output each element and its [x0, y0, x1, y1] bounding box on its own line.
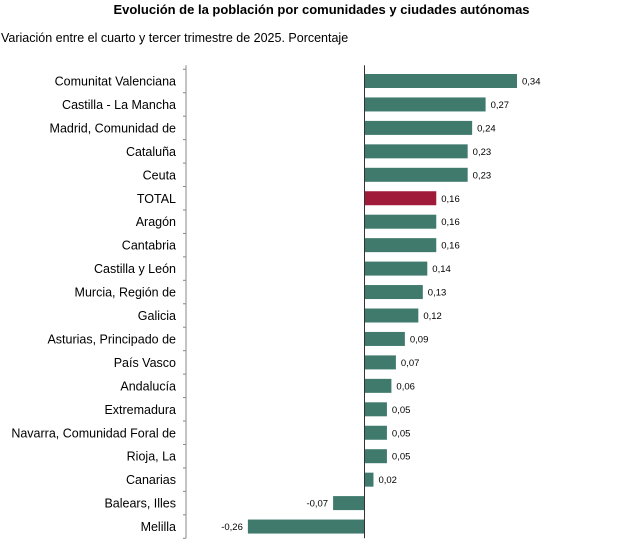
bar: [364, 120, 473, 135]
category-label: Canarias: [126, 473, 176, 487]
category-label: Cantabria: [122, 239, 176, 253]
category-label: Balears, Illes: [104, 497, 176, 511]
bar: [364, 378, 392, 393]
value-label: 0,05: [392, 428, 411, 439]
category-label: Rioja, La: [127, 450, 176, 464]
category-label: Cataluña: [126, 145, 176, 159]
category-label: Aragón: [136, 215, 176, 229]
bar: [364, 402, 387, 417]
category-label: Castilla y León: [94, 262, 176, 276]
value-label: 0,06: [396, 381, 415, 392]
bar: [364, 214, 437, 229]
value-label: 0,05: [392, 452, 411, 463]
value-label: 0,16: [441, 194, 460, 205]
value-label: 0,07: [401, 358, 420, 369]
category-label: Madrid, Comunidad de: [50, 121, 177, 135]
category-label: TOTAL: [137, 192, 176, 206]
bar: [364, 285, 423, 300]
category-label: Galicia: [138, 309, 176, 323]
value-label: 0,12: [423, 311, 442, 322]
value-label: 0,23: [473, 170, 492, 181]
value-label: 0,13: [428, 288, 447, 299]
value-label: 0,24: [477, 123, 496, 134]
value-label: -0,26: [221, 522, 243, 533]
value-label: 0,09: [410, 334, 429, 345]
bar: [364, 144, 468, 159]
value-label: 0,05: [392, 405, 411, 416]
chart-subtitle: Variación entre el cuarto y tercer trime…: [1, 31, 349, 45]
category-label: País Vasco: [114, 356, 176, 370]
value-label: 0,16: [441, 241, 460, 252]
category-label: Asturias, Principado de: [47, 332, 176, 346]
category-label: Murcia, Región de: [75, 286, 176, 300]
value-label: 0,23: [473, 147, 492, 158]
value-label: -0,07: [306, 499, 328, 510]
category-label: Extremadura: [104, 403, 176, 417]
bar: [364, 191, 437, 206]
category-label: Andalucía: [120, 379, 176, 393]
bar: [364, 449, 387, 464]
bar: [247, 519, 365, 534]
category-label: Castilla - La Mancha: [62, 98, 176, 112]
bar: [364, 425, 387, 440]
category-label: Ceuta: [143, 168, 176, 182]
value-label: 0,27: [491, 100, 510, 111]
category-label: Melilla: [141, 520, 176, 534]
bar: [364, 74, 517, 88]
bar: [364, 167, 468, 182]
bar: [364, 238, 437, 253]
value-label: 0,02: [378, 475, 397, 486]
category-label: Comunitat Valenciana: [55, 75, 176, 89]
bar: [364, 331, 405, 346]
bar: [364, 261, 428, 276]
bar: [364, 472, 374, 487]
chart-title: Evolución de la población por comunidade…: [113, 2, 530, 17]
value-label: 0,14: [432, 264, 451, 275]
bar: [364, 97, 486, 112]
value-label: 0,16: [441, 217, 460, 228]
bar: [333, 496, 365, 511]
value-label: 0,34: [522, 77, 541, 88]
bar: [364, 355, 396, 370]
bar: [364, 308, 419, 323]
category-label: Navarra, Comunidad Foral de: [11, 426, 176, 440]
